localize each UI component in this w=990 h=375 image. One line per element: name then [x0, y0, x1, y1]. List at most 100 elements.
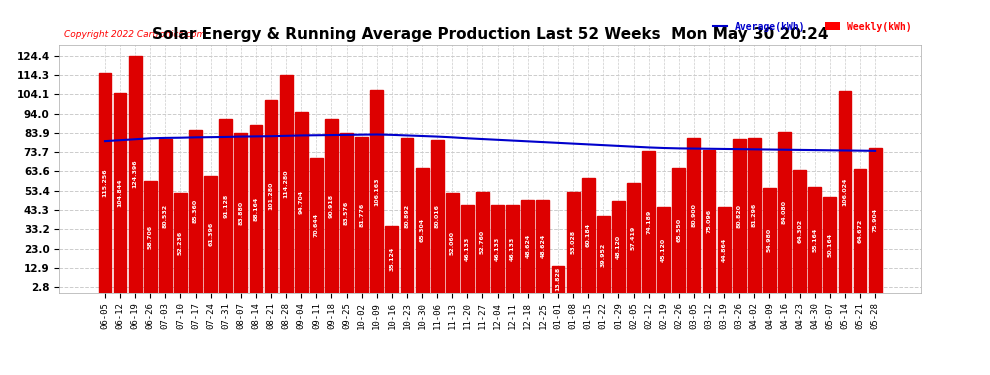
Text: 52.760: 52.760 — [480, 230, 485, 254]
Text: 60.184: 60.184 — [586, 223, 591, 247]
Bar — [310, 158, 323, 292]
Bar — [370, 90, 383, 292]
Text: 80.016: 80.016 — [435, 204, 440, 228]
Bar — [839, 91, 851, 292]
Text: 61.396: 61.396 — [208, 222, 213, 246]
Bar — [220, 119, 233, 292]
Text: 55.164: 55.164 — [812, 228, 817, 252]
Text: 35.124: 35.124 — [389, 247, 394, 271]
Text: 45.120: 45.120 — [661, 237, 666, 262]
Bar — [341, 134, 353, 292]
Bar — [718, 207, 731, 292]
Bar — [612, 201, 625, 292]
Bar — [385, 226, 398, 292]
Text: 75.904: 75.904 — [872, 208, 877, 232]
Text: 65.550: 65.550 — [676, 218, 681, 242]
Text: 83.576: 83.576 — [345, 201, 349, 225]
Text: 106.163: 106.163 — [374, 177, 379, 206]
Bar — [506, 205, 519, 292]
Bar — [249, 124, 262, 292]
Bar — [280, 75, 293, 292]
Legend: Average(kWh), Weekly(kWh): Average(kWh), Weekly(kWh) — [709, 18, 916, 36]
Bar — [733, 139, 745, 292]
Text: 58.706: 58.706 — [148, 225, 152, 249]
Text: 52.060: 52.060 — [449, 231, 454, 255]
Bar — [159, 139, 172, 292]
Bar — [643, 151, 655, 292]
Bar — [778, 132, 791, 292]
Bar — [522, 200, 535, 292]
Text: 90.918: 90.918 — [329, 194, 334, 218]
Text: 64.302: 64.302 — [797, 219, 802, 243]
Text: 85.360: 85.360 — [193, 199, 198, 223]
Text: 80.900: 80.900 — [691, 204, 696, 227]
Bar — [627, 183, 640, 292]
Text: 80.892: 80.892 — [405, 203, 410, 228]
Bar — [416, 168, 429, 292]
Text: 13.828: 13.828 — [555, 267, 560, 291]
Bar — [446, 194, 458, 292]
Text: 81.776: 81.776 — [359, 202, 364, 227]
Bar — [537, 200, 549, 292]
Text: 46.133: 46.133 — [465, 237, 470, 261]
Bar — [868, 148, 881, 292]
Text: 48.120: 48.120 — [616, 235, 621, 259]
Text: 57.419: 57.419 — [631, 226, 636, 250]
Text: 101.280: 101.280 — [268, 182, 273, 210]
Bar — [189, 130, 202, 292]
Text: 48.624: 48.624 — [541, 234, 545, 258]
Text: 46.133: 46.133 — [495, 237, 500, 261]
Bar — [114, 93, 127, 292]
Bar — [491, 205, 504, 292]
Text: 80.532: 80.532 — [163, 204, 168, 228]
Bar — [566, 192, 579, 292]
Text: 80.820: 80.820 — [737, 204, 742, 228]
Title: Solar Energy & Running Average Production Last 52 Weeks  Mon May 30 20:24: Solar Energy & Running Average Productio… — [151, 27, 829, 42]
Bar — [144, 181, 156, 292]
Bar — [401, 138, 414, 292]
Text: Copyright 2022 Cartronics.com: Copyright 2022 Cartronics.com — [63, 30, 205, 39]
Bar — [597, 216, 610, 292]
Bar — [325, 119, 338, 292]
Bar — [763, 188, 776, 292]
Bar — [551, 266, 564, 292]
Text: 83.880: 83.880 — [239, 201, 244, 225]
Bar — [295, 112, 308, 292]
Text: 53.028: 53.028 — [570, 230, 575, 254]
Text: 44.864: 44.864 — [722, 238, 727, 262]
Bar — [672, 168, 685, 292]
Bar — [747, 138, 760, 292]
Text: 50.164: 50.164 — [828, 232, 833, 257]
Text: 70.644: 70.644 — [314, 213, 319, 237]
Bar — [703, 150, 716, 292]
Text: 91.128: 91.128 — [224, 194, 229, 218]
Bar — [476, 192, 489, 292]
Bar — [355, 137, 368, 292]
Bar — [235, 133, 248, 292]
Bar — [808, 188, 821, 292]
Bar — [99, 73, 112, 292]
Bar — [687, 138, 700, 292]
Text: 124.396: 124.396 — [133, 160, 138, 188]
Text: 114.280: 114.280 — [284, 170, 289, 198]
Text: 75.096: 75.096 — [707, 209, 712, 233]
Text: 88.164: 88.164 — [253, 196, 258, 221]
Text: 54.980: 54.980 — [767, 228, 772, 252]
Text: 64.672: 64.672 — [857, 219, 862, 243]
Text: 46.133: 46.133 — [510, 237, 515, 261]
Bar — [129, 56, 142, 292]
Bar — [824, 197, 837, 292]
Text: 115.256: 115.256 — [103, 168, 108, 197]
Bar — [174, 193, 187, 292]
Bar — [431, 140, 444, 292]
Bar — [657, 207, 670, 292]
Text: 65.304: 65.304 — [420, 218, 425, 242]
Text: 81.296: 81.296 — [751, 203, 756, 227]
Bar — [264, 100, 277, 292]
Text: 84.080: 84.080 — [782, 201, 787, 225]
Text: 48.624: 48.624 — [526, 234, 531, 258]
Text: 104.844: 104.844 — [118, 178, 123, 207]
Text: 106.024: 106.024 — [842, 177, 847, 206]
Bar — [582, 178, 595, 292]
Text: 52.236: 52.236 — [178, 231, 183, 255]
